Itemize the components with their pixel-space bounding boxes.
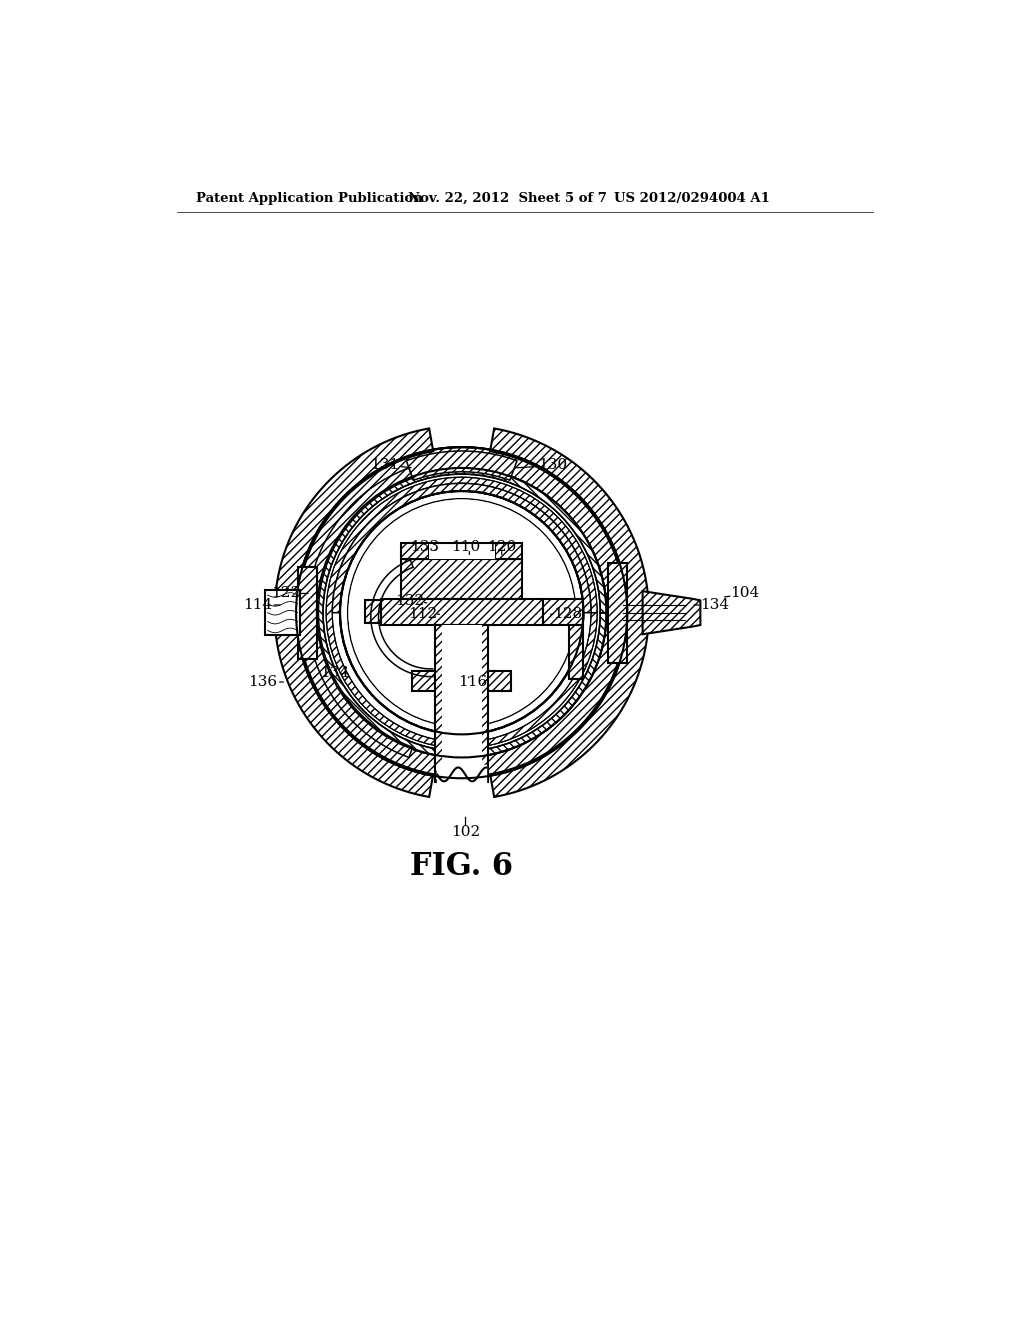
- Text: 132: 132: [394, 594, 424, 609]
- Bar: [568, 626, 583, 678]
- Text: US 2012/0294004 A1: US 2012/0294004 A1: [614, 191, 770, 205]
- Polygon shape: [316, 469, 606, 758]
- Polygon shape: [327, 478, 597, 748]
- Text: FIG. 6: FIG. 6: [411, 851, 513, 882]
- Bar: [381, 599, 543, 626]
- Text: 112: 112: [409, 607, 438, 622]
- Text: 136: 136: [249, 675, 278, 689]
- Bar: [441, 626, 481, 767]
- Text: 104: 104: [730, 586, 760, 601]
- Text: 102: 102: [451, 825, 480, 840]
- Bar: [366, 601, 381, 623]
- Text: 134: 134: [699, 598, 729, 612]
- Text: 131: 131: [370, 458, 399, 471]
- Bar: [400, 558, 522, 599]
- Bar: [435, 626, 487, 781]
- Bar: [608, 562, 628, 663]
- Text: Patent Application Publication: Patent Application Publication: [196, 191, 423, 205]
- Polygon shape: [407, 451, 517, 480]
- Circle shape: [348, 499, 574, 726]
- Bar: [413, 671, 511, 692]
- Text: 133: 133: [411, 540, 439, 554]
- Polygon shape: [643, 591, 700, 635]
- Text: 110: 110: [451, 540, 480, 554]
- Text: Nov. 22, 2012  Sheet 5 of 7: Nov. 22, 2012 Sheet 5 of 7: [408, 191, 606, 205]
- Bar: [400, 544, 429, 558]
- Text: 122: 122: [271, 586, 301, 601]
- Polygon shape: [333, 483, 591, 612]
- Bar: [495, 544, 522, 558]
- Text: 128: 128: [553, 607, 583, 622]
- Bar: [429, 544, 495, 558]
- Polygon shape: [296, 447, 628, 779]
- Text: 116: 116: [459, 675, 487, 689]
- Text: 120: 120: [487, 540, 516, 554]
- Polygon shape: [307, 469, 413, 758]
- Text: 114: 114: [243, 598, 272, 612]
- Polygon shape: [490, 429, 649, 797]
- Text: 134: 134: [321, 665, 349, 680]
- Bar: [381, 543, 543, 627]
- Polygon shape: [274, 429, 433, 797]
- Bar: [543, 599, 583, 626]
- Bar: [298, 566, 316, 659]
- Circle shape: [340, 491, 584, 734]
- Bar: [265, 590, 300, 635]
- Text: 130: 130: [538, 458, 567, 471]
